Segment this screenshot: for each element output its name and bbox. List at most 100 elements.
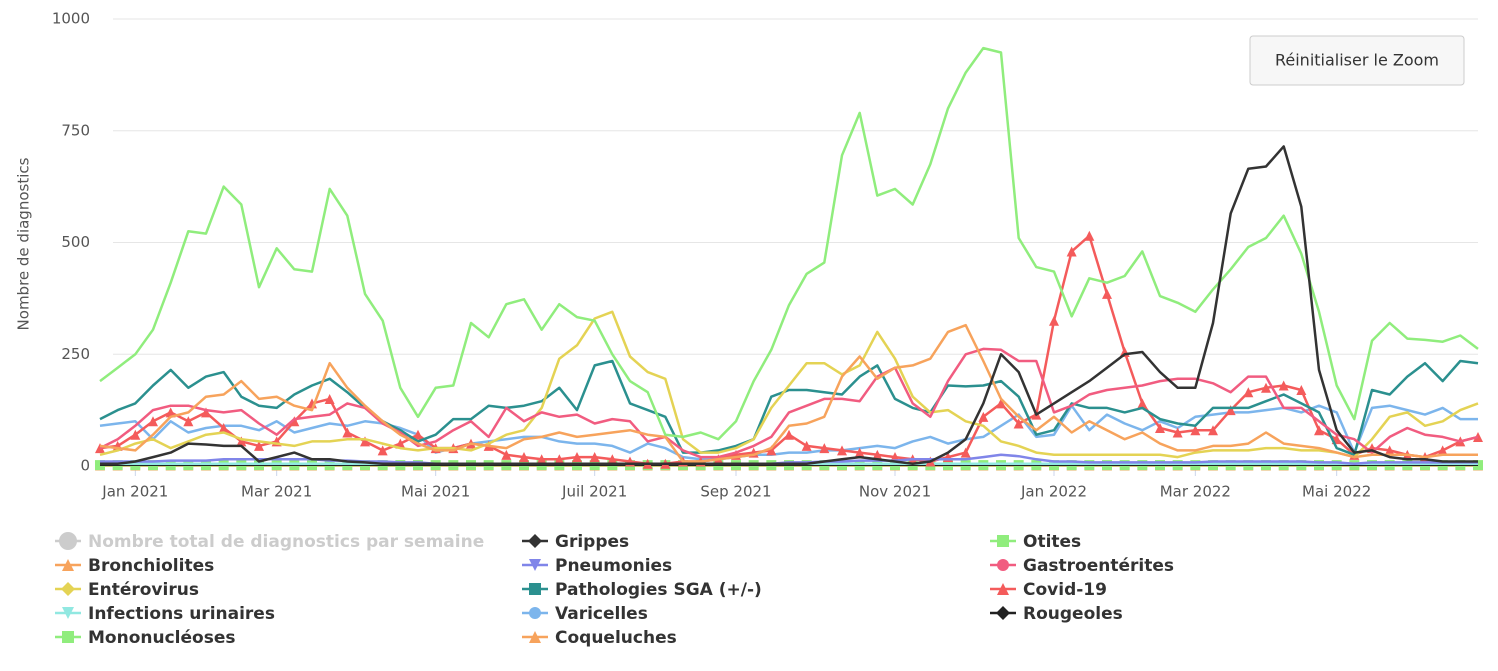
series-line [99,347,1479,459]
series-line [100,453,1478,466]
legend-label: Pathologies SGA (+/-) [555,580,762,600]
legend-label: Pneumonies [555,556,672,576]
legend-label: Otites [1023,532,1081,552]
data-marker [1137,398,1148,409]
legend-label: Coqueluches [555,628,677,648]
legend-symbol [62,607,74,619]
legend-label: Gastroentérites [1023,556,1174,576]
data-marker [854,447,865,458]
data-marker [413,429,423,440]
series-line [99,404,1478,461]
data-marker [289,416,300,427]
legend-symbol [997,583,1009,595]
legend-label: Mononucléoses [88,628,235,648]
data-marker [1296,385,1307,396]
x-tick-label: Juil 2021 [561,483,627,501]
legend-label: Nombre total de diagnostics par semaine [88,532,484,552]
data-marker [130,429,141,440]
y-tick-label: 750 [61,121,90,139]
y-tick-label: 0 [80,457,90,475]
series-line [99,46,1479,441]
y-tick-label: 500 [61,233,90,251]
legend-label: Entérovirus [88,580,199,600]
data-marker [183,416,194,427]
legend-symbol [59,532,77,550]
legend-symbol [996,606,1010,620]
data-marker [1155,423,1165,434]
data-marker [960,447,971,458]
data-marker [1190,425,1201,436]
data-marker [1172,427,1183,438]
series-line [99,310,1479,459]
data-marker [1278,380,1289,391]
legend-label: Grippes [555,532,629,552]
data-marker [784,429,794,440]
data-marker [1102,288,1112,299]
legend-label: Varicelles [555,604,648,624]
data-marker [554,454,565,465]
data-marker [501,449,512,460]
x-tick-label: Mar 2022 [1160,483,1231,501]
data-marker [589,452,600,463]
data-marker [607,454,618,465]
data-marker [236,436,247,447]
x-tick-label: Mai 2021 [401,483,470,501]
legend-symbol [529,583,541,595]
data-marker [1066,246,1077,257]
data-marker [1049,315,1059,326]
y-axis-label: Nombre de diagnostics [15,157,33,330]
x-tick-label: Nov 2021 [859,483,931,501]
series-line [99,323,1478,463]
data-marker [572,452,582,463]
legend-symbol [62,559,74,571]
legend-symbol [528,534,542,548]
legend-symbol [62,631,74,643]
data-marker [1225,405,1236,416]
data-marker [165,407,176,418]
data-marker [1208,425,1218,436]
data-marker [872,449,883,460]
legend-symbol [61,582,75,596]
data-marker [1084,230,1095,241]
series-line [99,359,1479,457]
data-marker [342,427,353,438]
data-marker [1437,445,1448,456]
x-tick-label: Mai 2022 [1302,483,1371,501]
data-marker [395,438,406,449]
legend-label: Bronchiolites [88,556,214,576]
legend-label: Infections urinaires [88,604,275,624]
data-marker [201,407,211,418]
x-tick-label: Jan 2021 [101,483,168,501]
legend-symbol [529,607,541,619]
data-marker [254,440,264,451]
data-marker [148,416,158,427]
data-marker [360,436,370,447]
data-marker [978,411,989,422]
y-tick-label: 1000 [52,10,90,28]
x-tick-label: Sep 2021 [700,483,771,501]
data-marker [1243,387,1254,398]
legend-symbol [529,631,541,643]
data-marker [519,452,529,463]
data-marker [819,443,830,454]
legend-label: Rougeoles [1023,604,1123,624]
data-marker [377,445,388,456]
data-marker [766,445,777,456]
legend-symbol [997,535,1009,547]
data-marker [1384,445,1395,456]
button-label[interactable]: Réinitialiser le Zoom [1275,51,1439,70]
legend-label: Covid-19 [1023,580,1107,600]
button-box[interactable] [1249,35,1465,86]
data-marker [324,393,335,404]
data-marker [996,398,1006,409]
y-tick-label: 250 [61,345,90,363]
data-marker [1314,425,1324,436]
x-tick-label: Mar 2021 [241,483,312,501]
data-marker [218,423,229,434]
reset-zoom-button[interactable]: Réinitialiser le Zoom [1249,35,1465,86]
legend-symbol [997,559,1009,571]
x-tick-label: Jan 2022 [1020,483,1087,501]
series-line [100,145,1478,466]
data-marker [1013,418,1024,429]
